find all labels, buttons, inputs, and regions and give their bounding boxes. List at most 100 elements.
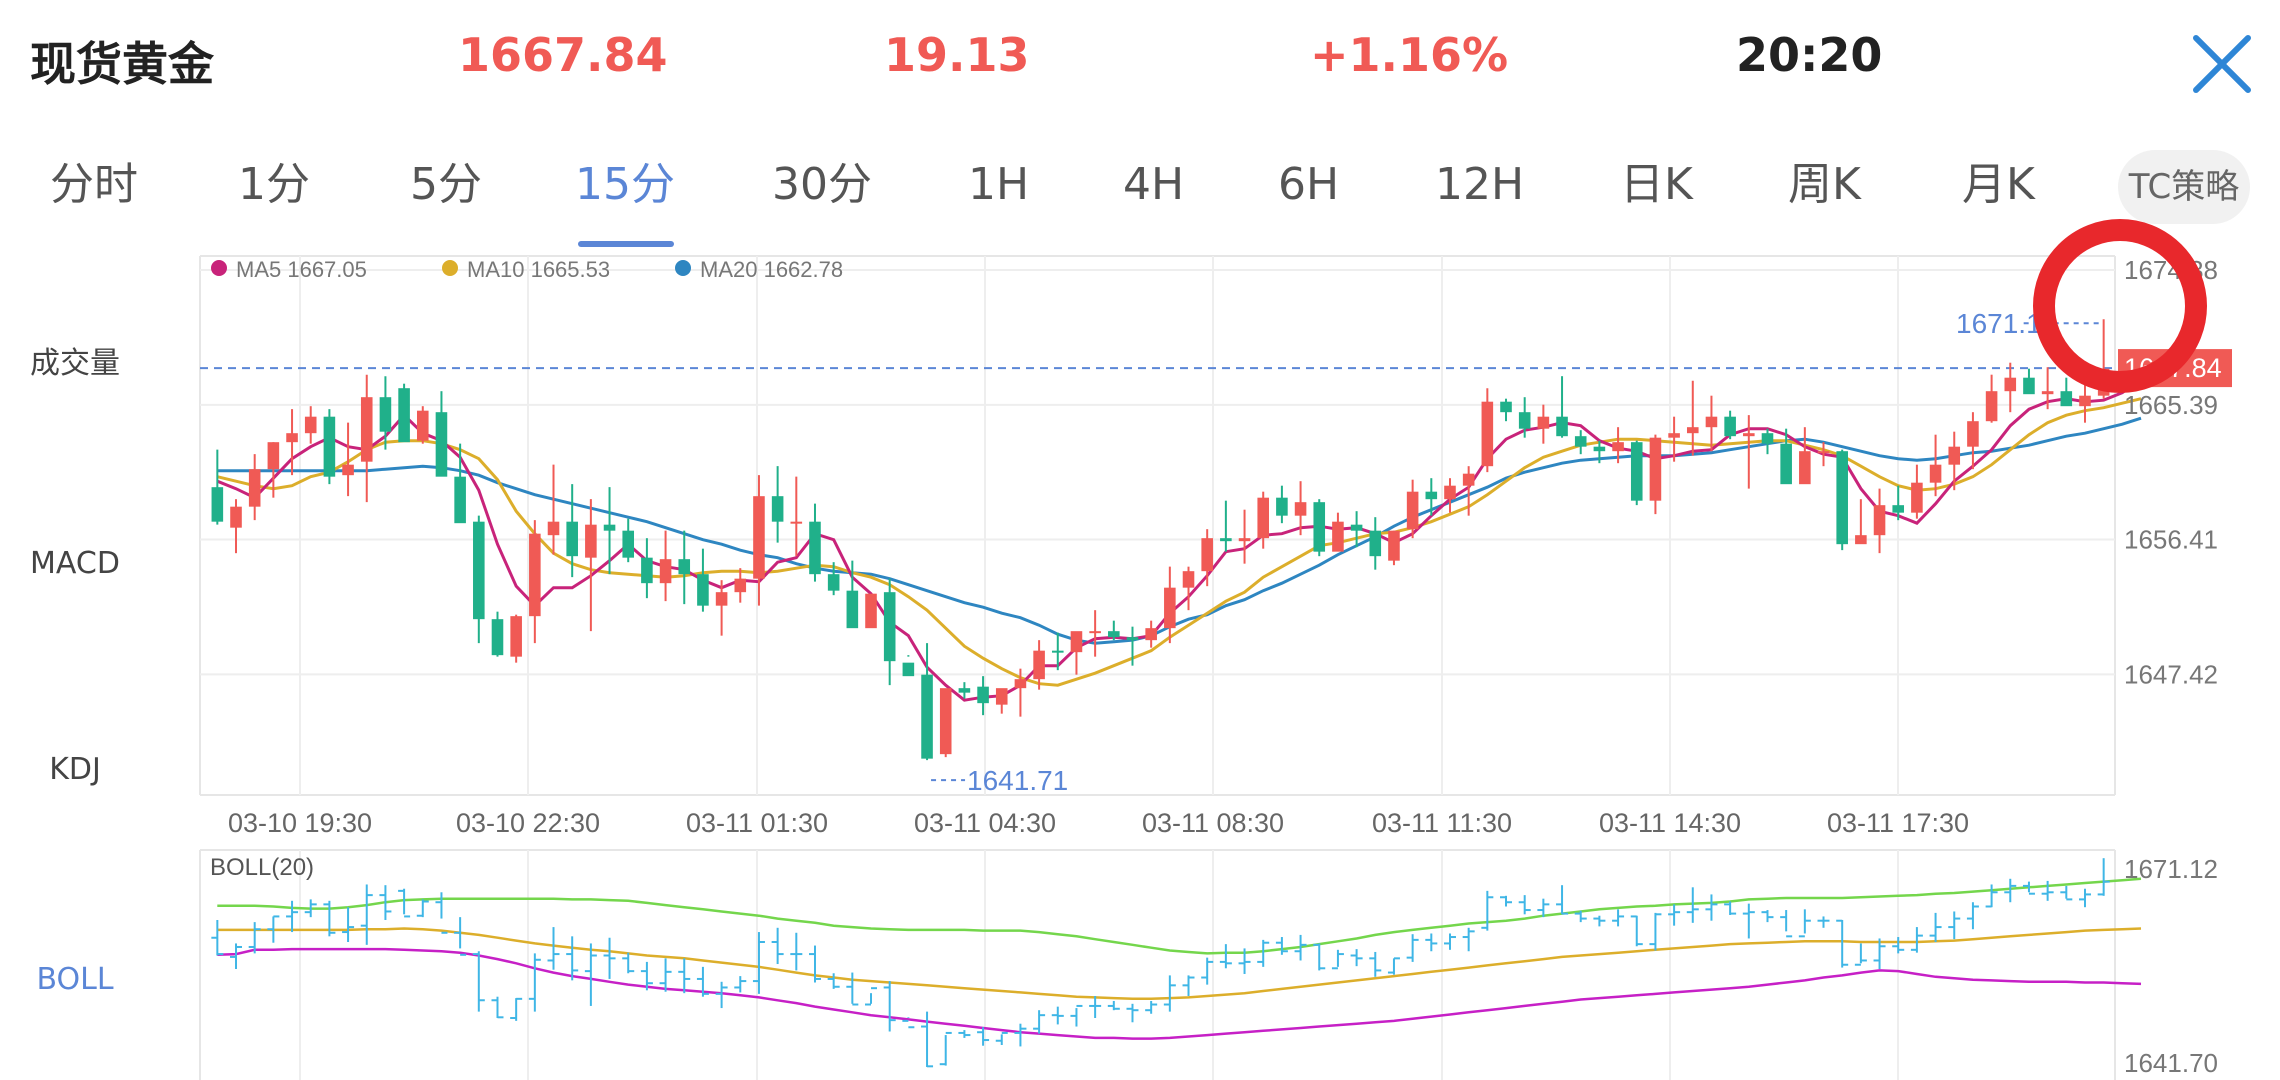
tab-5min[interactable]: 5分 (410, 159, 482, 210)
candle-body (771, 496, 784, 522)
candle-body (1089, 631, 1101, 634)
tab-6h[interactable]: 6H (1278, 159, 1340, 210)
price-change: 19.13 (884, 28, 1030, 82)
candle-body (1276, 497, 1288, 516)
candle-body (1817, 451, 1830, 454)
side-label-boll[interactable]: BOLL (36, 962, 114, 997)
candle-body (304, 416, 317, 434)
candle-body (1537, 416, 1550, 429)
candle-body (510, 616, 522, 657)
boll-panel (211, 858, 2142, 1068)
candle-body (715, 592, 728, 606)
candle-body (379, 397, 392, 432)
candle-body (2060, 391, 2073, 407)
x-axis-tick-label: 03-11 01:30 (686, 808, 828, 838)
tab-monthly[interactable]: 月K (1962, 159, 2035, 210)
x-axis-tick-label: 03-11 14:30 (1599, 808, 1741, 838)
last-price: 1667.84 (458, 28, 668, 82)
candle-body (1705, 416, 1718, 428)
side-label-volume[interactable]: 成交量 (30, 346, 120, 381)
candle-body (865, 593, 877, 629)
candle-body (1649, 437, 1662, 501)
candle-body (734, 578, 747, 593)
candle-body (846, 590, 859, 629)
active-tab-indicator (578, 241, 674, 247)
boll-upper-line (217, 877, 2142, 955)
candle-body (1164, 587, 1176, 629)
candle-body (603, 524, 616, 531)
x-axis-tick-label: 03-11 11:30 (1372, 808, 1512, 838)
candle-body (1108, 631, 1120, 638)
tab-4h[interactable]: 4H (1123, 159, 1185, 210)
side-label-kdj[interactable]: KDJ (49, 752, 101, 787)
candle-body (248, 469, 261, 507)
candle-body (977, 686, 989, 704)
tc-strategy-button[interactable]: TC策略 (2118, 150, 2250, 224)
tab-12h[interactable]: 12H (1435, 159, 1525, 210)
candle-body (1145, 628, 1157, 641)
candle-body (2004, 377, 2017, 392)
candle-body (995, 688, 1008, 705)
candle-body (2023, 377, 2035, 395)
candle-body (659, 559, 672, 584)
boll-y-tick-bottom: 1641.70 (2124, 1048, 2218, 1078)
candle-body (1444, 485, 1456, 500)
candle-body (1332, 521, 1344, 552)
candle-body (1630, 442, 1643, 501)
candle-body (2079, 395, 2091, 407)
tab-1min[interactable]: 1分 (238, 159, 310, 210)
low-price-label: 1641.71 (967, 765, 1068, 796)
candle-body (921, 674, 933, 759)
candle-body (416, 410, 429, 441)
candle-body (1556, 416, 1568, 437)
tab-intraday[interactable]: 分时 (50, 159, 138, 210)
ma20-line (217, 416, 2142, 645)
candle-body (1425, 491, 1438, 500)
candle-body (753, 496, 765, 579)
tab-30min[interactable]: 30分 (772, 159, 872, 210)
candle-body (1612, 442, 1624, 452)
candle-body (1761, 433, 1774, 444)
candle-body (1780, 443, 1792, 485)
candle-body (827, 574, 840, 591)
candle-body (360, 397, 373, 462)
candle-body (1257, 497, 1270, 539)
boll-y-tick-top: 1671.12 (2124, 854, 2218, 884)
close-icon[interactable] (2188, 30, 2256, 98)
quote-header: 现货黄金 1667.84 19.13 +1.16% 20:20 (0, 0, 2280, 125)
candle-body (1220, 538, 1232, 542)
candle-body (1911, 482, 1923, 513)
candle-body (1014, 679, 1027, 689)
candle-body (1574, 436, 1587, 447)
y-axis-tick-label: 1656.41 (2124, 525, 2218, 555)
candle-body (883, 592, 896, 662)
candle-body (1033, 650, 1045, 680)
ma5-legend-dot (211, 260, 227, 276)
candle-body (1743, 433, 1755, 437)
candle-body (323, 416, 336, 477)
chart-grid (199, 255, 2116, 1080)
x-axis-tick-label: 03-11 04:30 (914, 808, 1056, 838)
tab-1h[interactable]: 1H (968, 159, 1030, 210)
candle-body (2041, 391, 2054, 395)
candle-body (566, 521, 578, 557)
candle-body (529, 533, 541, 617)
tab-15min[interactable]: 15分 (575, 159, 675, 210)
candle-body (1369, 530, 1382, 557)
tab-daily[interactable]: 日K (1620, 159, 1693, 210)
y-axis-tick-label: 1647.42 (2124, 659, 2218, 689)
candle-body (1201, 538, 1213, 572)
x-axis-tick-label: 03-10 19:30 (228, 808, 372, 838)
candle-body (1406, 491, 1419, 530)
ma10-line (216, 397, 2142, 687)
candle-body (1294, 502, 1307, 516)
side-label-macd[interactable]: MACD (30, 546, 120, 581)
candle-body (1313, 502, 1326, 552)
candle-body (585, 524, 597, 558)
ma10-legend-dot (442, 260, 458, 276)
tab-weekly[interactable]: 周K (1788, 159, 1861, 210)
candle-body (1462, 473, 1475, 486)
candle-body (1799, 451, 1811, 485)
candle-body (211, 487, 224, 522)
